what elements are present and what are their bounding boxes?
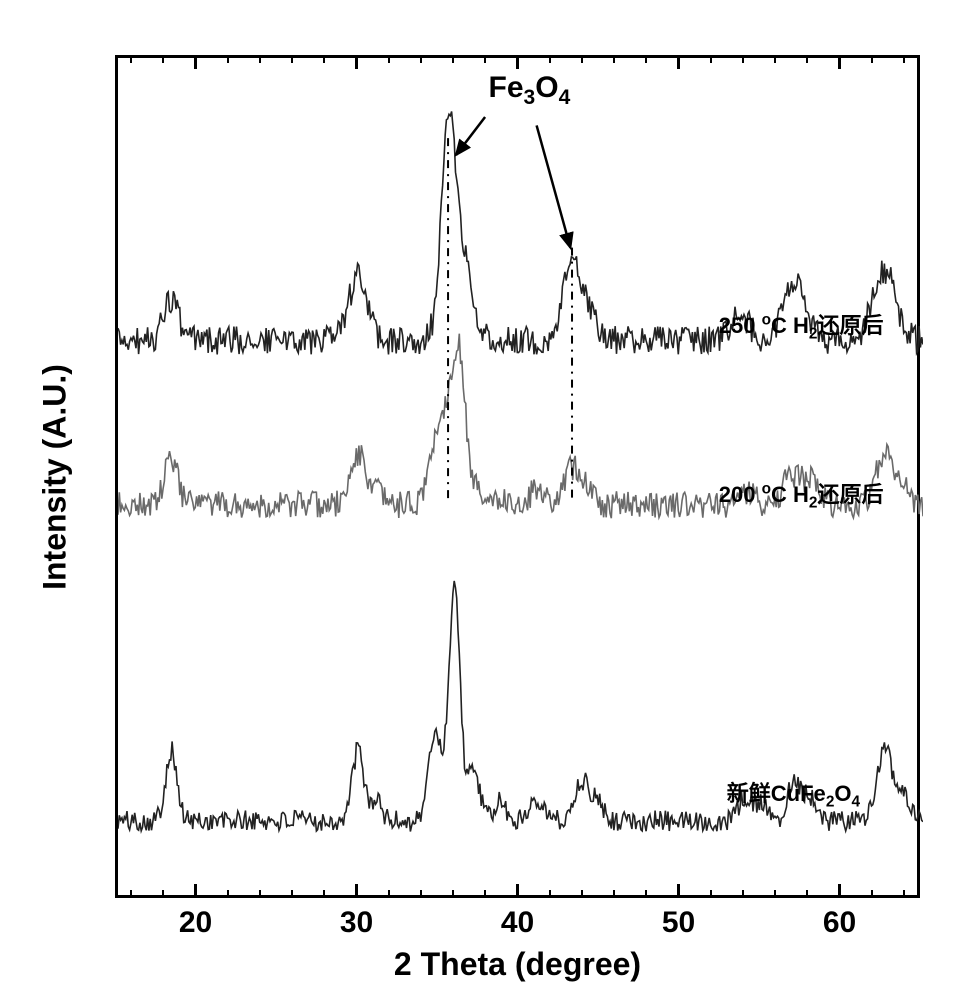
x-tick-label: 40 xyxy=(501,906,534,940)
x-tick-minor-top xyxy=(871,55,873,63)
x-tick-minor xyxy=(227,890,229,898)
x-tick-minor xyxy=(613,890,615,898)
x-tick-major-top xyxy=(838,55,841,69)
annotation-arrow-1 xyxy=(537,125,571,247)
x-tick-major-top xyxy=(194,55,197,69)
x-tick-minor xyxy=(742,890,744,898)
x-tick-minor-top xyxy=(549,55,551,63)
x-tick-minor-top xyxy=(227,55,229,63)
trace-label-reduced_250: 250 oC H2还原后 xyxy=(719,308,884,343)
x-tick-minor-top xyxy=(903,55,905,63)
x-tick-minor xyxy=(259,890,261,898)
x-tick-minor-top xyxy=(581,55,583,63)
x-tick-label: 20 xyxy=(179,906,212,940)
x-tick-minor xyxy=(388,890,390,898)
x-tick-minor xyxy=(871,890,873,898)
x-tick-label: 30 xyxy=(340,906,373,940)
x-tick-minor xyxy=(549,890,551,898)
x-tick-major-top xyxy=(677,55,680,69)
x-tick-minor-top xyxy=(259,55,261,63)
x-tick-minor xyxy=(710,890,712,898)
x-tick-minor-top xyxy=(710,55,712,63)
x-tick-minor xyxy=(645,890,647,898)
x-tick-minor-top xyxy=(130,55,132,63)
x-tick-minor-top xyxy=(420,55,422,63)
x-tick-minor xyxy=(291,890,293,898)
x-tick-major-top xyxy=(355,55,358,69)
x-tick-minor-top xyxy=(774,55,776,63)
x-tick-minor xyxy=(130,890,132,898)
x-tick-minor-top xyxy=(291,55,293,63)
x-tick-minor-top xyxy=(645,55,647,63)
trace-label-fresh: 新鲜CuFe2O4 xyxy=(727,776,860,811)
x-tick-label: 50 xyxy=(662,906,695,940)
x-tick-minor xyxy=(484,890,486,898)
x-tick-minor xyxy=(903,890,905,898)
annotation-fe3o4-label: Fe3O4 xyxy=(489,71,571,110)
xrd-figure: Intensity (A.U.) 2 Theta (degree) 20 30 40… xyxy=(0,0,972,1000)
x-axis-title: 2 Theta (degree) xyxy=(394,946,641,983)
x-tick-minor-top xyxy=(484,55,486,63)
x-tick-minor xyxy=(806,890,808,898)
x-tick-major xyxy=(355,884,358,898)
y-axis-title: Intensity (A.U.) xyxy=(37,364,74,590)
x-tick-major xyxy=(516,884,519,898)
x-tick-major xyxy=(677,884,680,898)
x-tick-major-top xyxy=(516,55,519,69)
x-tick-minor-top xyxy=(162,55,164,63)
x-tick-major xyxy=(838,884,841,898)
x-tick-minor xyxy=(452,890,454,898)
x-tick-minor-top xyxy=(323,55,325,63)
trace-label-reduced_200: 200 oC H2还原后 xyxy=(719,477,884,512)
x-tick-minor-top xyxy=(613,55,615,63)
x-tick-minor xyxy=(774,890,776,898)
x-tick-label: 60 xyxy=(823,906,856,940)
x-tick-minor-top xyxy=(388,55,390,63)
x-tick-minor xyxy=(581,890,583,898)
x-tick-minor-top xyxy=(452,55,454,63)
x-tick-minor xyxy=(162,890,164,898)
x-tick-minor xyxy=(420,890,422,898)
x-tick-minor-top xyxy=(742,55,744,63)
annotation-arrow-0 xyxy=(456,117,485,155)
x-tick-major xyxy=(194,884,197,898)
x-tick-minor xyxy=(323,890,325,898)
x-tick-minor-top xyxy=(806,55,808,63)
